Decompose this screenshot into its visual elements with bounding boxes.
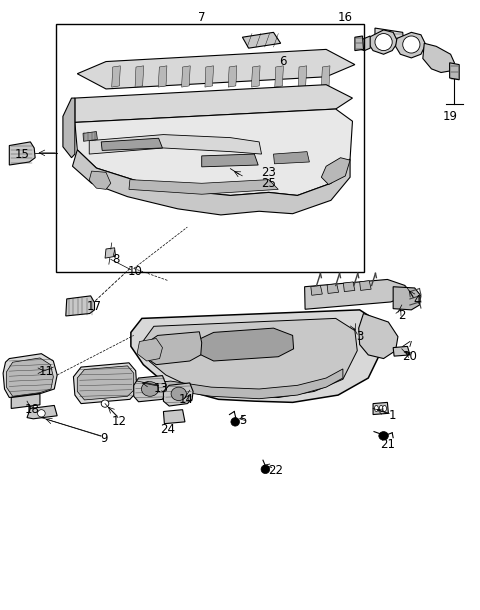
Text: 13: 13 bbox=[154, 382, 168, 395]
Polygon shape bbox=[63, 98, 75, 158]
Polygon shape bbox=[275, 66, 283, 87]
Ellipse shape bbox=[383, 406, 386, 412]
Polygon shape bbox=[356, 36, 370, 51]
Text: 14: 14 bbox=[179, 393, 194, 406]
Ellipse shape bbox=[375, 34, 392, 51]
Polygon shape bbox=[360, 281, 371, 290]
Polygon shape bbox=[393, 346, 410, 356]
Text: 1: 1 bbox=[388, 409, 396, 422]
Polygon shape bbox=[134, 376, 166, 402]
Polygon shape bbox=[343, 282, 355, 292]
Polygon shape bbox=[135, 66, 144, 87]
Polygon shape bbox=[9, 142, 35, 165]
Text: 21: 21 bbox=[380, 439, 395, 451]
Polygon shape bbox=[205, 66, 214, 87]
Polygon shape bbox=[154, 369, 343, 399]
Polygon shape bbox=[355, 36, 363, 51]
Text: 25: 25 bbox=[261, 177, 276, 190]
Polygon shape bbox=[181, 66, 190, 87]
Polygon shape bbox=[11, 394, 40, 409]
Text: 9: 9 bbox=[100, 432, 108, 445]
Text: 10: 10 bbox=[127, 265, 142, 278]
Ellipse shape bbox=[37, 410, 45, 417]
Bar bbox=[56, 24, 364, 271]
Text: 22: 22 bbox=[268, 464, 283, 477]
Polygon shape bbox=[89, 135, 262, 154]
Ellipse shape bbox=[403, 36, 420, 53]
Polygon shape bbox=[202, 154, 258, 167]
Text: 24: 24 bbox=[160, 423, 175, 436]
Polygon shape bbox=[242, 32, 281, 48]
Polygon shape bbox=[77, 49, 355, 89]
Polygon shape bbox=[112, 66, 120, 87]
Polygon shape bbox=[274, 152, 310, 164]
Polygon shape bbox=[322, 158, 350, 184]
Polygon shape bbox=[423, 43, 455, 73]
Text: 23: 23 bbox=[261, 166, 276, 179]
Ellipse shape bbox=[261, 465, 270, 473]
Text: 12: 12 bbox=[112, 415, 127, 428]
Text: 7: 7 bbox=[198, 11, 205, 24]
Polygon shape bbox=[327, 284, 338, 293]
Text: 6: 6 bbox=[279, 55, 287, 68]
Polygon shape bbox=[77, 366, 134, 400]
Ellipse shape bbox=[101, 400, 109, 407]
Polygon shape bbox=[373, 403, 388, 415]
Polygon shape bbox=[72, 150, 350, 215]
Polygon shape bbox=[75, 109, 352, 195]
Polygon shape bbox=[393, 287, 421, 310]
Ellipse shape bbox=[374, 406, 378, 412]
Polygon shape bbox=[163, 383, 193, 406]
Polygon shape bbox=[196, 328, 294, 361]
Ellipse shape bbox=[171, 387, 186, 401]
Ellipse shape bbox=[379, 432, 388, 440]
Polygon shape bbox=[298, 66, 307, 87]
Polygon shape bbox=[129, 179, 278, 194]
Polygon shape bbox=[66, 296, 95, 316]
Text: 2: 2 bbox=[398, 309, 406, 323]
Text: 3: 3 bbox=[356, 330, 363, 343]
Polygon shape bbox=[359, 314, 398, 359]
Polygon shape bbox=[252, 66, 260, 87]
Text: 4: 4 bbox=[413, 293, 421, 307]
Ellipse shape bbox=[142, 382, 158, 396]
Polygon shape bbox=[228, 66, 237, 87]
Polygon shape bbox=[6, 358, 53, 396]
Text: 5: 5 bbox=[239, 414, 246, 427]
Text: 19: 19 bbox=[443, 110, 458, 123]
Ellipse shape bbox=[231, 418, 240, 426]
Polygon shape bbox=[311, 285, 323, 295]
Text: 17: 17 bbox=[86, 300, 102, 313]
Polygon shape bbox=[368, 30, 398, 54]
Ellipse shape bbox=[379, 406, 383, 412]
Text: 16: 16 bbox=[338, 11, 353, 24]
Polygon shape bbox=[450, 63, 459, 80]
Polygon shape bbox=[83, 132, 97, 142]
Polygon shape bbox=[322, 66, 330, 87]
Polygon shape bbox=[142, 318, 357, 398]
Polygon shape bbox=[137, 339, 162, 361]
Polygon shape bbox=[144, 332, 202, 365]
Text: 20: 20 bbox=[402, 350, 417, 363]
Polygon shape bbox=[75, 85, 352, 123]
Polygon shape bbox=[105, 248, 116, 258]
Polygon shape bbox=[101, 138, 162, 151]
Text: 8: 8 bbox=[112, 253, 119, 266]
Polygon shape bbox=[73, 363, 137, 404]
Polygon shape bbox=[27, 406, 57, 419]
Polygon shape bbox=[131, 310, 384, 403]
Polygon shape bbox=[158, 66, 167, 87]
Polygon shape bbox=[3, 354, 57, 398]
Text: 18: 18 bbox=[24, 403, 39, 416]
Text: 15: 15 bbox=[15, 148, 30, 160]
Polygon shape bbox=[89, 171, 111, 189]
Text: 11: 11 bbox=[39, 365, 54, 378]
Polygon shape bbox=[305, 279, 407, 309]
Polygon shape bbox=[396, 32, 426, 58]
Polygon shape bbox=[375, 28, 404, 43]
Polygon shape bbox=[163, 410, 185, 424]
